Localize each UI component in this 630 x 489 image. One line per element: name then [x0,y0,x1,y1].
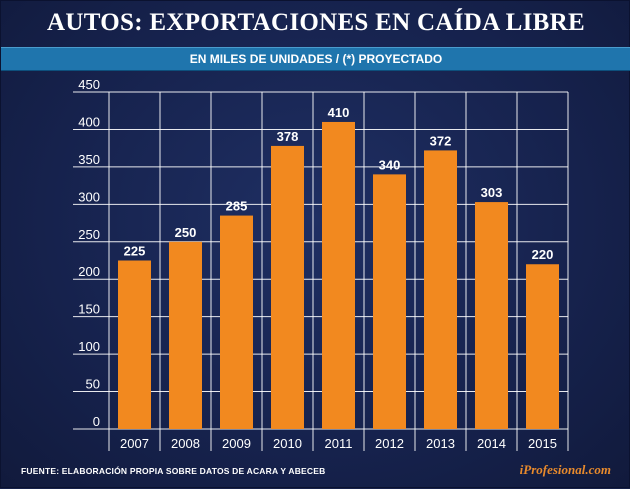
y-tick-label: 350 [78,152,100,167]
x-tick-label: 2012 [375,436,404,451]
bar-2009 [220,215,253,429]
x-tick-label: 2015 [528,436,557,451]
data-label: 410 [328,105,350,120]
x-tick-label: 2007 [120,436,149,451]
bar-2015 [526,264,559,429]
data-label: 225 [124,244,146,259]
data-label: 303 [481,185,503,200]
chart-subtitle: EN MILES DE UNIDADES / (*) PROYECTADO [189,52,443,66]
bar-2011 [322,121,355,429]
bar-2012 [373,174,406,429]
bar-2014 [475,202,508,429]
source-note: FUENTE: ELABORACIÓN PROPIA SOBRE DATOS D… [21,466,326,476]
data-label: 340 [379,157,401,172]
x-tick-label: 2013 [426,436,455,451]
y-tick-label: 150 [78,302,100,317]
x-tick-label: 2010 [273,436,302,451]
y-tick-label: 100 [78,339,100,354]
data-label: 220 [532,247,554,262]
bar-2010 [271,145,304,430]
x-tick-label: 2014 [477,436,506,451]
data-label: 250 [175,225,197,240]
y-tick-label: 450 [78,77,100,92]
x-tick-label: 2008 [171,436,200,451]
data-label: 285 [226,199,248,214]
data-label: 372 [430,133,452,148]
x-tick-label: 2009 [222,436,251,451]
y-tick-label: 300 [78,189,100,204]
x-tick-label: 2011 [325,436,353,451]
brand-logo: iProfesional.com [519,462,611,477]
subtitle-bar: EN MILES DE UNIDADES / (*) PROYECTADO [1,47,630,71]
y-tick-label: 50 [86,377,100,392]
data-label: 378 [277,129,299,144]
y-tick-label: 250 [78,227,100,242]
bar-2013 [424,150,457,429]
bar-2008 [169,241,202,429]
chart-title: AUTOS: EXPORTACIONES EN CAÍDA LIBRE [47,9,585,36]
y-tick-label: 0 [93,414,100,429]
y-tick-label: 400 [78,114,100,129]
bar-2007 [118,260,151,429]
y-tick-label: 200 [78,264,100,279]
